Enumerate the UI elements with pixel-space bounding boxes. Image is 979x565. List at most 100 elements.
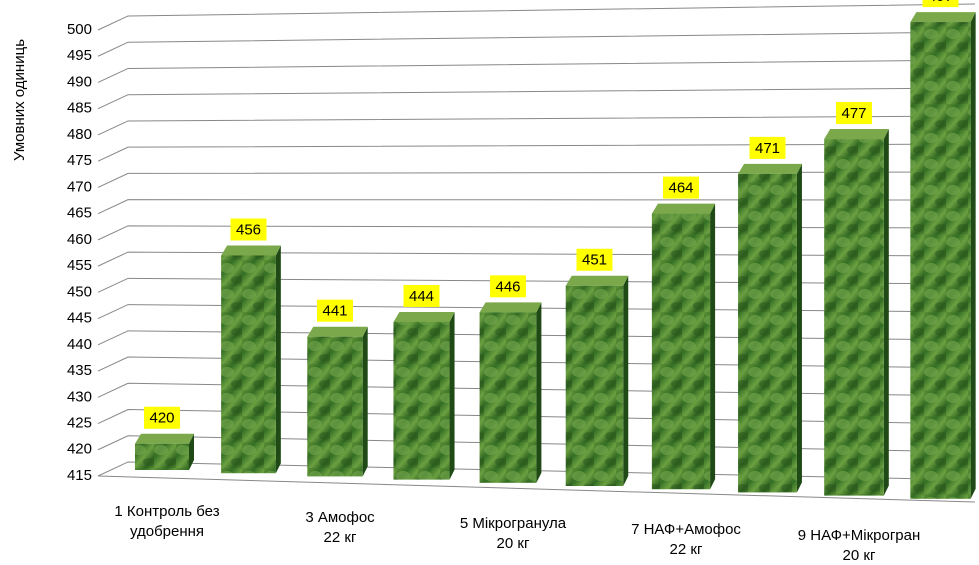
bar-tint	[307, 336, 363, 477]
value-label: 464	[668, 180, 693, 197]
y-tick-label: 455	[67, 257, 92, 274]
value-label-box	[403, 284, 440, 307]
value-label-box	[230, 218, 267, 241]
bar-front	[910, 22, 971, 499]
value-label-box	[576, 248, 613, 271]
value-label: 471	[755, 140, 780, 157]
bar	[910, 12, 976, 499]
value-label: 441	[322, 303, 347, 320]
bar-top	[824, 129, 889, 140]
bar	[393, 311, 455, 480]
bar-tint	[565, 285, 624, 486]
y-tick-label: 480	[67, 126, 92, 143]
x-tick-label: 9 НАФ+Мікрогран 20 кг	[798, 527, 921, 564]
value-label-box	[749, 136, 786, 159]
bar-top	[393, 311, 455, 322]
x-tick-label: 7 НАФ+Амофос 22 кг	[631, 521, 741, 558]
bar-top	[651, 203, 716, 214]
grid-line	[97, 87, 976, 110]
y-tick-label: 435	[67, 362, 92, 379]
grid-line	[97, 59, 976, 83]
bar-front	[221, 255, 276, 474]
bar-tint	[135, 443, 189, 470]
bar-front	[651, 213, 711, 490]
bar-top	[479, 302, 542, 313]
bar	[221, 245, 281, 474]
y-axis-label: Умовних одиниць	[11, 39, 28, 161]
bar	[479, 302, 542, 483]
bar-tint	[651, 213, 711, 490]
y-tick-label: 495	[67, 47, 92, 64]
bar-tint	[910, 22, 971, 499]
grid-line	[97, 143, 976, 162]
y-tick-label: 425	[67, 414, 92, 431]
bar-side	[449, 311, 455, 480]
value-label-box	[836, 102, 872, 125]
bar	[135, 433, 194, 470]
y-tick-label: 470	[67, 178, 92, 195]
value-label: 477	[841, 105, 866, 122]
bar-front	[738, 173, 797, 493]
value-label: 444	[409, 288, 434, 305]
bar-tint	[479, 312, 537, 483]
bar-side	[970, 12, 976, 499]
value-label: 451	[582, 252, 607, 269]
value-label-box	[922, 0, 959, 8]
y-tick-label: 500	[67, 21, 92, 38]
y-tick-label: 490	[67, 73, 92, 90]
y-tick-label: 485	[67, 100, 92, 117]
bar-top	[307, 326, 368, 337]
y-tick-label: 430	[67, 388, 92, 405]
bar-front	[393, 321, 450, 480]
grid-line	[97, 31, 976, 57]
x-tick-label: 1 Контроль без удобрення	[114, 503, 219, 540]
y-tick-label: 440	[67, 336, 92, 353]
bar-front	[307, 336, 363, 477]
bar-top	[910, 12, 976, 23]
bar-side	[189, 433, 194, 470]
x-tick-label: 5 Мікрогранула 20 кг	[460, 515, 567, 552]
floor	[97, 475, 976, 503]
bar-front	[824, 139, 884, 496]
y-tick-label: 460	[67, 231, 92, 248]
value-label: 420	[149, 410, 174, 427]
bar-side	[623, 275, 629, 486]
value-label-box	[144, 406, 180, 429]
bar-front	[479, 312, 537, 483]
grid-line	[97, 3, 976, 31]
bar-tint	[824, 139, 884, 496]
bar-tint	[738, 173, 797, 493]
bar-front	[135, 443, 189, 470]
value-label: 446	[495, 278, 520, 295]
bar-side	[362, 326, 368, 477]
y-tick-label: 465	[67, 205, 92, 222]
y-tick-label: 475	[67, 152, 92, 169]
bar	[824, 129, 889, 496]
grid-line	[97, 115, 976, 136]
bar-side	[710, 203, 716, 490]
y-tick-label: 450	[67, 283, 92, 300]
value-label-box	[317, 299, 353, 322]
bar	[651, 203, 716, 490]
value-label-box	[663, 176, 699, 199]
bar-top	[221, 245, 281, 256]
grid-line	[97, 199, 976, 215]
value-label: 497	[928, 0, 953, 5]
x-tick-label: 3 Амофос 22 кг	[305, 509, 375, 546]
bar	[738, 163, 802, 493]
bar-tint	[393, 321, 450, 480]
value-label-box	[490, 275, 526, 298]
bar-top	[738, 163, 802, 174]
y-tick-label: 420	[67, 441, 92, 458]
value-label: 456	[236, 221, 261, 238]
bar-side	[275, 245, 281, 474]
y-tick-label: 445	[67, 310, 92, 327]
bar	[307, 326, 368, 477]
grid-line	[97, 171, 976, 188]
bar-front	[565, 285, 624, 486]
bar-side	[536, 302, 542, 483]
bar-side	[883, 129, 889, 496]
bar-tint	[221, 255, 276, 474]
y-tick-label: 415	[67, 467, 92, 484]
